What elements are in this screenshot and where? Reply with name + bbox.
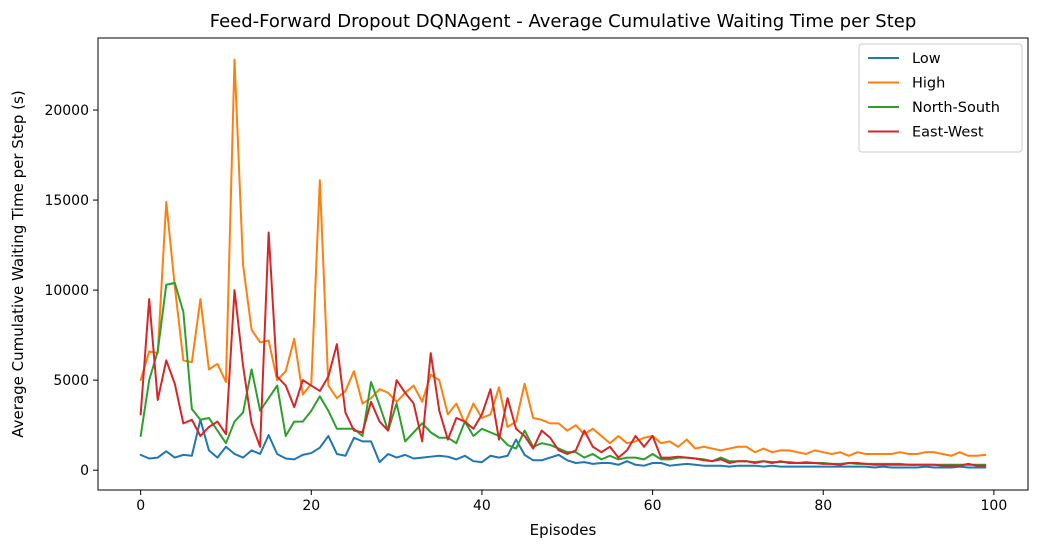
axes: 0 20 40 60 80 100 0 5000 10000 15000 20000 [44, 37, 1029, 514]
y-tick-label-4: 20000 [44, 103, 89, 119]
plot-area [139, 58, 987, 469]
x-tick-label-3: 60 [644, 498, 662, 514]
y-tick-label-1: 5000 [53, 373, 89, 389]
x-tick-label-2: 40 [473, 498, 491, 514]
y-tick-label-2: 10000 [44, 283, 89, 299]
series-line-3 [139, 231, 987, 467]
x-tick-label-5: 100 [981, 498, 1008, 514]
x-axis-label: Episodes [530, 521, 597, 539]
y-axis-label: Average Cumulative Waiting Time per Step… [9, 90, 27, 437]
legend-label-3: East-West [912, 125, 984, 141]
x-tick-label-4: 80 [814, 498, 832, 514]
y-tick-label-3: 15000 [44, 193, 89, 209]
legend-box [858, 43, 1023, 153]
chart-title: Feed-Forward Dropout DQNAgent - Average … [210, 11, 917, 32]
axes-frame [97, 37, 1029, 491]
legend-label-2: North-South [912, 100, 1000, 116]
x-tick-label-1: 20 [302, 498, 320, 514]
x-tick-label-0: 0 [136, 498, 145, 514]
y-tick-label-0: 0 [80, 463, 89, 479]
series-line-1 [139, 58, 987, 457]
series-line-0 [139, 418, 987, 469]
legend-label-1: High [912, 76, 945, 92]
legend-label-0: Low [912, 51, 941, 67]
legend: Low High North-South East-West [858, 43, 1023, 153]
